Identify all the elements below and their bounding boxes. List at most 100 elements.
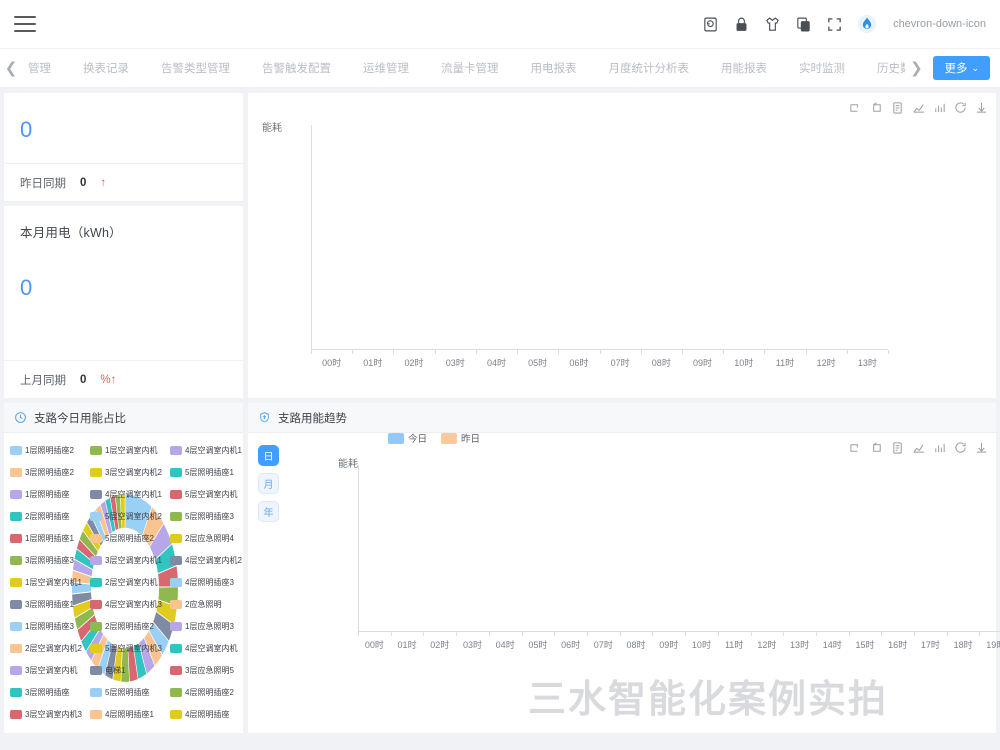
tab-label: 用电报表 <box>530 63 577 75</box>
legend-item[interactable]: 1层照明插座2 <box>10 439 90 461</box>
legend-item[interactable]: 2层应急照明4 <box>170 527 243 549</box>
x-axis-tick-label: 10时 <box>691 640 711 650</box>
bar-chart-icon[interactable] <box>933 441 946 454</box>
kpi-today-trend-arrow: ↑ <box>100 176 107 189</box>
tab-7[interactable]: 用电报表 <box>515 49 593 87</box>
legend-item[interactable]: 4层照明插座1 <box>90 703 170 725</box>
tab-label: 换表记录 <box>83 63 129 75</box>
legend-item[interactable]: 5层照明插座2 <box>90 527 170 549</box>
shirt-theme-icon[interactable] <box>764 16 781 33</box>
legend-item[interactable]: 5层空调室内机2 <box>90 505 170 527</box>
x-axis-tick-label: 04时 <box>486 358 506 368</box>
legend-item[interactable]: 4层照明插座2 <box>170 681 243 703</box>
tab-5[interactable]: 运维管理 <box>347 49 425 87</box>
legend-item[interactable]: 电梯1 <box>90 659 170 681</box>
trend-legend-item-1[interactable]: 今日 <box>388 431 427 445</box>
period-button-3[interactable]: 年 <box>258 501 279 522</box>
chart-toolbar <box>849 101 988 114</box>
legend-item[interactable]: 1层应急照明3 <box>170 615 243 637</box>
legend-item[interactable]: 5层空调室内机3 <box>90 637 170 659</box>
x-axis-tick <box>685 632 687 636</box>
legend-item[interactable]: 5层照明插座3 <box>170 505 243 527</box>
tab-11[interactable]: 历史数据 <box>861 49 905 87</box>
legend-item[interactable]: 2层空调室内机 <box>90 571 170 593</box>
tab-1[interactable]: 管理 <box>22 49 67 87</box>
legend-item[interactable]: 1层照明插座3 <box>10 615 90 637</box>
legend-item[interactable]: 1层照明插座1 <box>10 527 90 549</box>
tab-6[interactable]: 流量卡管理 <box>425 49 515 87</box>
legend-item[interactable]: 3层照明插座1 <box>10 593 90 615</box>
legend-item[interactable]: 2层照明插座2 <box>90 615 170 637</box>
tab-8[interactable]: 月度统计分析表 <box>593 49 706 87</box>
tab-10[interactable]: 实时监测 <box>783 49 861 87</box>
legend-item[interactable]: 4层空调室内机2 <box>170 549 243 571</box>
line-chart-icon[interactable] <box>912 101 925 114</box>
legend-item[interactable]: 3层照明插座3 <box>10 549 90 571</box>
fullscreen-icon[interactable] <box>826 16 843 33</box>
x-axis-tick <box>848 632 850 636</box>
legend-item[interactable]: 4层空调室内机 <box>170 637 243 659</box>
refresh-icon[interactable] <box>954 441 967 454</box>
legend-item[interactable]: 3层照明插座 <box>10 681 90 703</box>
hamburger-icon[interactable] <box>14 16 36 32</box>
legend-item[interactable]: 5层空调室内机 <box>170 483 243 505</box>
period-button-1[interactable]: 日 <box>258 445 279 466</box>
legend-item[interactable]: 1层空调室内机 <box>90 439 170 461</box>
legend-item[interactable]: 5层照明插座1 <box>170 461 243 483</box>
bar-chart-icon[interactable] <box>933 101 946 114</box>
data-view-icon[interactable] <box>891 101 904 114</box>
legend-swatch <box>170 533 182 543</box>
legend-swatch <box>90 687 102 697</box>
branch-trend-panel-header: 支路用能趋势 <box>248 403 996 433</box>
legend-item[interactable]: 4层空调室内机3 <box>90 593 170 615</box>
zoom-area-icon[interactable] <box>870 441 883 454</box>
copy-icon[interactable] <box>795 16 812 33</box>
line-chart-icon[interactable] <box>912 441 925 454</box>
trend-legend-item-2[interactable]: 昨日 <box>441 431 480 445</box>
note-refresh-icon[interactable] <box>702 16 719 33</box>
legend-item[interactable]: 3层应急照明5 <box>170 659 243 681</box>
period-button-2[interactable]: 月 <box>258 473 279 494</box>
x-axis-tick-label: 10时 <box>734 358 754 368</box>
x-axis-tick <box>815 632 817 636</box>
header-icon-group: chevron-down-icon <box>702 14 986 34</box>
tab-scroll-left-icon[interactable]: ❮ <box>4 60 18 77</box>
legend-label: 5层空调室内机2 <box>105 511 162 521</box>
legend-item[interactable]: 3层照明插座2 <box>10 461 90 483</box>
legend-item[interactable]: 1层照明插座 <box>10 483 90 505</box>
more-tabs-button[interactable]: 更多 ⌄ <box>933 56 990 80</box>
chevron-down-icon[interactable]: chevron-down-icon <box>893 18 986 30</box>
bottom-row: 支路今日用能占比 1层照明插座2 1层空调室内机 4层空调室内机1 3层照明插座2 3层… <box>4 403 1000 733</box>
data-view-icon[interactable] <box>891 441 904 454</box>
tab-2[interactable]: 换表记录 <box>67 49 145 87</box>
tab-4[interactable]: 告警触发配置 <box>246 49 347 87</box>
flame-avatar-icon[interactable] <box>857 14 877 34</box>
legend-item[interactable]: 2层空调室内机2 <box>10 637 90 659</box>
legend-item[interactable]: 2层照明插座 <box>10 505 90 527</box>
legend-item[interactable]: 3层空调室内机3 <box>10 703 90 725</box>
zoom-restore-icon[interactable] <box>849 441 862 454</box>
refresh-icon[interactable] <box>954 101 967 114</box>
legend-item[interactable]: 3层空调室内机1 <box>90 549 170 571</box>
legend-item[interactable]: 3层空调室内机 <box>10 659 90 681</box>
tab-9[interactable]: 用能报表 <box>705 49 783 87</box>
kpi-month-title: 本月用电（kWh） <box>20 226 122 240</box>
legend-item[interactable]: 4层照明插座 <box>170 703 243 725</box>
legend-item[interactable]: 5层照明插座 <box>90 681 170 703</box>
download-icon[interactable] <box>975 441 988 454</box>
tab-3[interactable]: 告警类型管理 <box>145 49 246 87</box>
legend-item[interactable]: 4层照明插座3 <box>170 571 243 593</box>
download-icon[interactable] <box>975 101 988 114</box>
legend-item[interactable]: 4层空调室内机1 <box>90 483 170 505</box>
legend-item[interactable]: 2应急照明 <box>170 593 243 615</box>
zoom-restore-icon[interactable] <box>849 101 862 114</box>
donut-slice[interactable] <box>119 493 126 529</box>
lock-icon[interactable] <box>733 16 750 33</box>
x-axis-tick <box>750 632 752 636</box>
legend-item[interactable]: 1层空调室内机1 <box>10 571 90 593</box>
tab-scroll-right-icon[interactable]: ❯ <box>910 60 923 77</box>
legend-item[interactable]: 3层空调室内机2 <box>90 461 170 483</box>
legend-item[interactable]: 4层空调室内机1 <box>170 439 243 461</box>
zoom-area-icon[interactable] <box>870 101 883 114</box>
